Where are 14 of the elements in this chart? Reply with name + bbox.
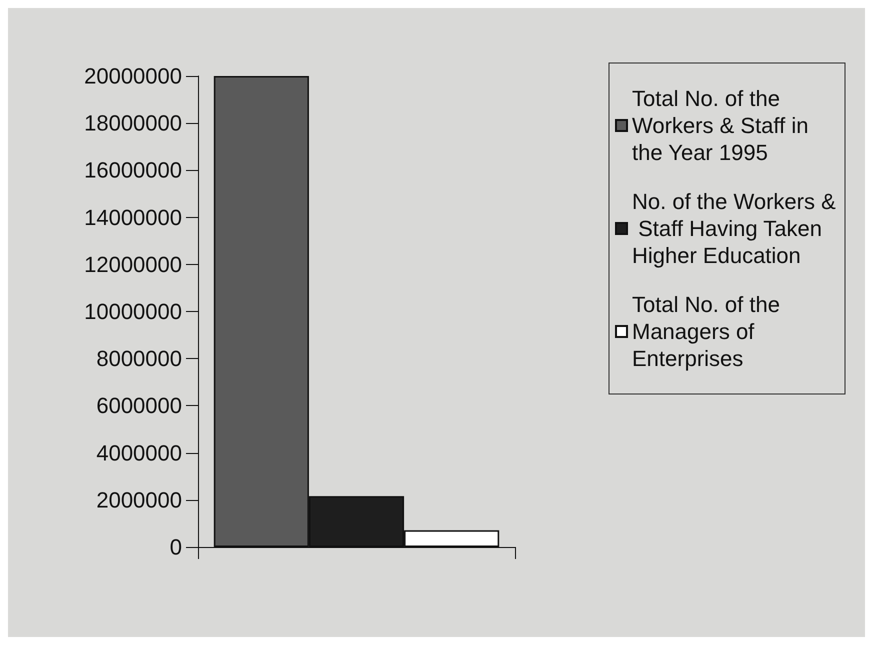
y-tick-label: 16000000 (84, 158, 182, 183)
legend-label: Total No. of the Managers of Enterprises (632, 292, 786, 371)
y-tick-label: 6000000 (96, 393, 182, 418)
y-tick-label: 20000000 (84, 64, 182, 88)
y-tick-label: 10000000 (84, 299, 182, 324)
y-tick-label: 8000000 (96, 346, 182, 372)
y-tick-label: 14000000 (84, 204, 182, 230)
legend-label: Total No. of the Workers & Staff in the Year 1995 (632, 86, 815, 165)
y-tick-label: 2000000 (96, 487, 182, 512)
y-tick-label: 4000000 (96, 440, 182, 466)
legend-label: No. of the Workers & Staff Having Taken Higher Education (632, 189, 836, 268)
y-tick-label: 18000000 (84, 110, 182, 136)
y-tick-label: 12000000 (84, 252, 182, 277)
y-tick-label: 0 (170, 534, 182, 560)
